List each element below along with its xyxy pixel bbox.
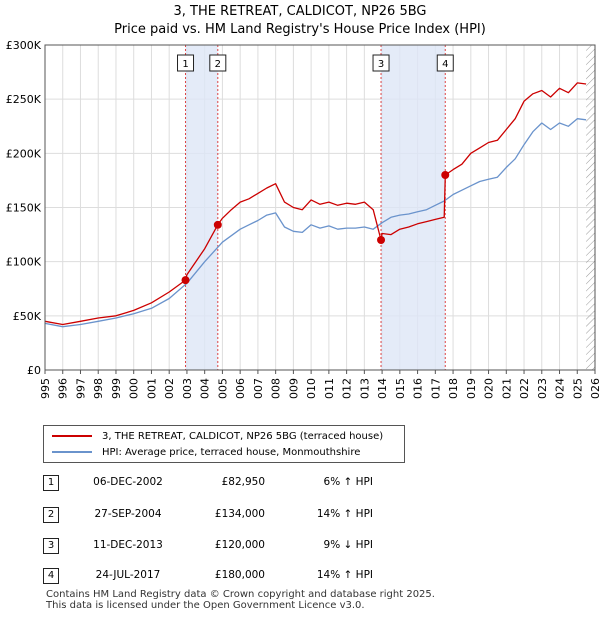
- chart-subtitle: Price paid vs. HM Land Registry's House …: [114, 22, 486, 37]
- x-tick-label: 2013: [358, 378, 371, 400]
- transaction-price: £82,950: [221, 476, 265, 488]
- x-tick-label: 2021: [500, 378, 513, 400]
- sale-period-shade: [381, 45, 446, 370]
- transaction-number: 1: [43, 475, 59, 491]
- y-tick-label: £150K: [6, 202, 42, 215]
- transaction-price: £134,000: [214, 508, 265, 520]
- chart-title: 3, THE RETREAT, CALDICOT, NP26 5BG: [173, 4, 427, 19]
- transaction-date: 27-SEP-2004: [94, 508, 162, 520]
- x-tick-label: 2007: [252, 378, 265, 400]
- transaction-number: 3: [43, 538, 59, 554]
- sale-label-box: [209, 54, 227, 72]
- sale-period-shade: [185, 45, 218, 370]
- x-tick-label: 1995: [39, 378, 52, 400]
- footer: Contains HM Land Registry data © Crown c…: [46, 589, 435, 611]
- x-tick-label: 2025: [571, 378, 584, 400]
- x-tick-label: 2010: [305, 378, 318, 400]
- footer-license: This data is licensed under the Open Gov…: [46, 600, 365, 611]
- transaction-date: 06-DEC-2002: [93, 476, 163, 488]
- sale-label: 4: [442, 59, 448, 70]
- x-tick-label: 2009: [287, 378, 300, 400]
- x-tick-label: 2020: [483, 378, 496, 400]
- legend-swatch-red: [52, 435, 92, 437]
- transaction-hpi-change: 14% ↑ HPI: [316, 569, 373, 581]
- table-row: 4 24-JUL-2017 £180,000 14% ↑ HPI: [43, 568, 443, 586]
- transaction-date: 24-JUL-2017: [95, 569, 161, 581]
- sale-point: [213, 220, 222, 229]
- future-hatch: [586, 45, 595, 370]
- y-tick-label: £50K: [13, 310, 42, 323]
- plot-frame: [44, 44, 596, 371]
- legend-item-property: 3, THE RETREAT, CALDICOT, NP26 5BG (terr…: [52, 428, 383, 444]
- y-tick-label: £200K: [6, 147, 42, 160]
- x-tick-label: 2011: [323, 378, 336, 400]
- transaction-number: 2: [43, 507, 59, 523]
- x-tick-label: 1998: [92, 378, 105, 400]
- property-price-line: [44, 82, 587, 326]
- y-tick-label: £0: [27, 364, 41, 377]
- transaction-hpi-change: 6% ↑ HPI: [323, 476, 373, 488]
- x-tick-label: 2000: [128, 378, 141, 400]
- x-tick-label: 1999: [110, 378, 123, 400]
- x-tick-label: 2026: [589, 378, 600, 400]
- x-tick-label: 2019: [465, 378, 478, 400]
- footer-copyright: Contains HM Land Registry data © Crown c…: [46, 589, 435, 600]
- sale-point: [441, 171, 450, 179]
- sale-label-box: [177, 54, 195, 72]
- x-tick-label: 2004: [199, 378, 212, 400]
- x-tick-label: 2016: [412, 378, 425, 400]
- sale-label: 2: [215, 59, 221, 70]
- transaction-number: 4: [43, 568, 59, 584]
- legend-label-hpi: HPI: Average price, terraced house, Monm…: [102, 446, 361, 458]
- x-tick-label: 2023: [536, 378, 549, 400]
- x-tick-label: 2006: [234, 378, 247, 400]
- price-chart: 1 2 3 4 1995 1996 1997 1998 1999 2000 2001 2002 200…: [6, 39, 600, 400]
- y-tick-label: £100K: [6, 256, 42, 269]
- x-tick-label: 2022: [518, 378, 531, 400]
- x-tick-label: 2018: [447, 378, 460, 400]
- y-tick-label: £250K: [6, 93, 42, 106]
- legend-swatch-blue: [52, 451, 92, 453]
- x-tick-label: 2014: [376, 378, 389, 400]
- sale-point: [181, 276, 190, 285]
- x-tick-label: 2005: [216, 378, 229, 400]
- legend-item-hpi: HPI: Average price, terraced house, Monm…: [52, 444, 360, 460]
- x-tick-label: 2024: [554, 378, 567, 400]
- x-tick-label: 2001: [145, 378, 158, 400]
- sale-label: 1: [182, 59, 188, 70]
- x-tick-label: 2015: [394, 378, 407, 400]
- hpi-line: [44, 118, 587, 328]
- sale-point: [377, 236, 386, 244]
- table-row: 1 06-DEC-2002 £82,950 6% ↑ HPI: [43, 475, 443, 493]
- transaction-date: 11-DEC-2013: [93, 539, 163, 551]
- legend-label-property: 3, THE RETREAT, CALDICOT, NP26 5BG (terr…: [102, 430, 384, 442]
- sale-label: 3: [378, 59, 384, 70]
- x-tick-label: 2008: [270, 378, 283, 400]
- transaction-price: £120,000: [214, 539, 265, 551]
- x-tick-label: 1997: [74, 378, 87, 400]
- x-tick-label: 2003: [181, 378, 194, 400]
- legend: 3, THE RETREAT, CALDICOT, NP26 5BG (terr…: [43, 425, 405, 463]
- sale-label-box: [436, 54, 454, 72]
- x-tick-label: 2012: [341, 378, 354, 400]
- y-tick-label: £300K: [6, 39, 42, 52]
- x-tick-label: 2002: [163, 378, 176, 400]
- table-row: 2 27-SEP-2004 £134,000 14% ↑ HPI: [43, 507, 443, 525]
- transaction-price: £180,000: [214, 569, 265, 581]
- table-row: 3 11-DEC-2013 £120,000 9% ↓ HPI: [43, 538, 443, 556]
- sale-label-box: [372, 54, 390, 72]
- transaction-hpi-change: 14% ↑ HPI: [316, 508, 373, 520]
- x-tick-label: 2017: [429, 378, 442, 400]
- x-tick-label: 1996: [57, 378, 70, 400]
- transaction-hpi-change: 9% ↓ HPI: [323, 539, 373, 551]
